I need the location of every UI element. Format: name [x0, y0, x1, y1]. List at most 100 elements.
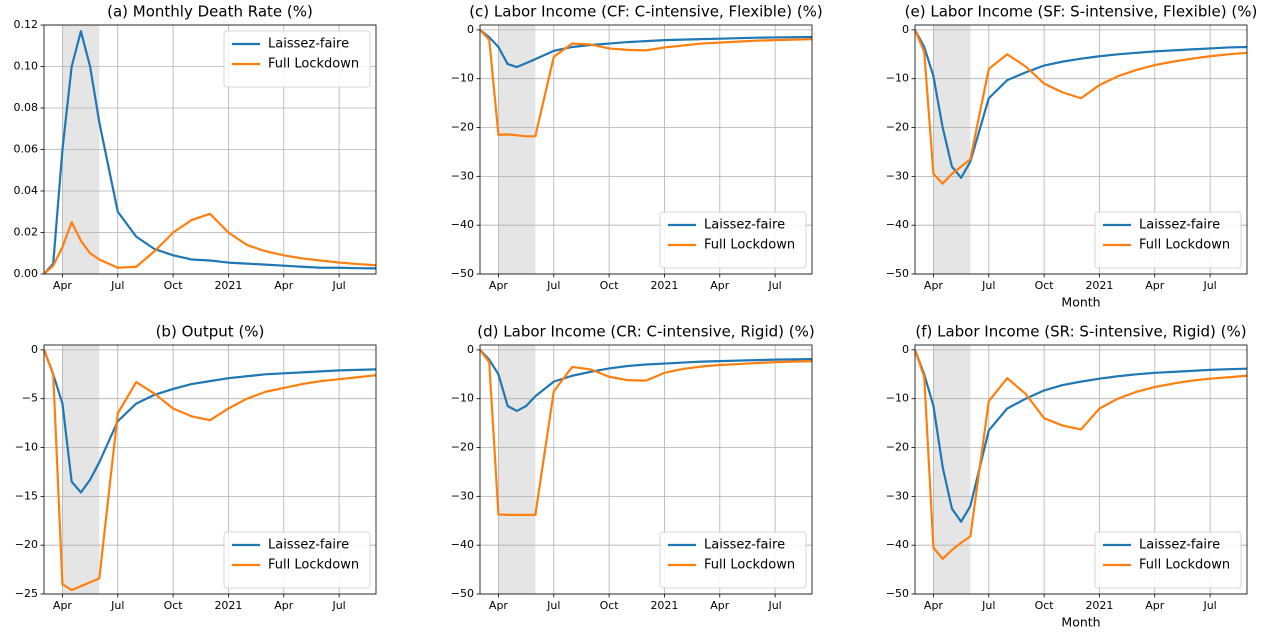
- shaded-period: [62, 345, 100, 594]
- legend-box: [659, 211, 807, 269]
- y-tick-label: −30: [451, 169, 474, 182]
- x-tick-label: Jul: [110, 599, 124, 612]
- legend-label: Full Lockdown: [704, 558, 795, 573]
- x-tick-label: 2021: [214, 279, 242, 292]
- axes-frame: [43, 24, 377, 275]
- y-tick-label: −40: [886, 538, 909, 551]
- legend-box: [659, 531, 807, 589]
- subplot: Apr Jul Oct 2021 Apr Jul −50 −40 −30 −20 −10 0(d) L…: [451, 323, 815, 613]
- x-tick-label: Apr: [1145, 279, 1165, 292]
- y-tick-label: −50: [886, 267, 909, 280]
- x-tick-label: Apr: [274, 599, 294, 612]
- x-axis-label: Month: [1061, 295, 1100, 310]
- series-line: [44, 349, 376, 592]
- x-tick-label: Oct: [164, 279, 184, 292]
- axes-frame: [914, 344, 1248, 595]
- x-tick-label: Apr: [1145, 599, 1165, 612]
- y-tick-label: −50: [451, 267, 474, 280]
- x-tick-label: Apr: [924, 279, 944, 292]
- shaded-period: [498, 345, 536, 594]
- subplot: Apr Jul Oct 2021 Apr Jul −25 −20 −15 −10 −5 0 (b) Ou…: [15, 323, 377, 612]
- legend-label: Laissez-faire: [704, 218, 785, 233]
- y-tick-label: −10: [886, 72, 909, 85]
- y-tick-label: −20: [886, 121, 909, 134]
- y-tick-label: −20: [15, 538, 38, 551]
- y-tick-label: 0: [467, 343, 474, 356]
- legend-label: Laissez-faire: [268, 37, 349, 52]
- y-tick-label: 0.12: [14, 18, 39, 31]
- y-tick-label: 0.04: [14, 184, 39, 197]
- x-tick-label: Apr: [924, 599, 944, 612]
- x-tick-label: Jul: [546, 599, 560, 612]
- series-line: [480, 29, 812, 69]
- y-tick-label: −5: [22, 392, 38, 405]
- x-tick-label: Oct: [1035, 599, 1055, 612]
- x-tick-label: Apr: [489, 279, 509, 292]
- x-tick-label: 2021: [1085, 599, 1113, 612]
- axes-frame: [479, 24, 813, 275]
- x-tick-label: Jul: [331, 599, 345, 612]
- x-tick-label: 2021: [650, 599, 678, 612]
- y-tick-label: 0.08: [14, 101, 39, 114]
- x-tick-label: Oct: [600, 599, 620, 612]
- x-tick-label: 2021: [1085, 279, 1113, 292]
- x-axis-label: Month: [1061, 615, 1100, 630]
- y-tick-label: 0.00: [14, 267, 39, 280]
- legend-label: Laissez-faire: [1139, 218, 1220, 233]
- y-tick-label: 0: [902, 343, 909, 356]
- y-tick-label: −10: [451, 72, 474, 85]
- chart-title: (e) Labor Income (SF: S-intensive, Flexi…: [905, 3, 1258, 21]
- y-tick-label: −40: [451, 218, 474, 231]
- shaded-period: [933, 345, 971, 594]
- series-line: [480, 349, 812, 517]
- subplot: Apr Jul Oct 2021 Apr Jul −50 −40 −30 −20 −10 0 (e) L…: [886, 3, 1258, 310]
- x-tick-label: Jul: [981, 599, 995, 612]
- subplot: Apr Jul Oct 2021 Apr Jul −50 −40 −30 −20 −10 0 (c) L…: [451, 3, 823, 293]
- x-tick-label: Jul: [767, 279, 781, 292]
- x-tick-label: Apr: [489, 599, 509, 612]
- series-line: [480, 349, 812, 413]
- x-tick-label: Jul: [981, 279, 995, 292]
- y-tick-label: −10: [451, 392, 474, 405]
- x-tick-label: Oct: [1035, 279, 1055, 292]
- y-tick-label: 0.02: [14, 226, 39, 239]
- legend-label: Full Lockdown: [268, 57, 359, 72]
- axes-frame: [914, 24, 1248, 275]
- y-tick-label: 0: [902, 23, 909, 36]
- subplot: Apr Jul Oct 2021 Apr Jul 0.00 0.02 0.04 0.06 0.08 0…: [14, 3, 377, 292]
- series-line: [915, 29, 1247, 185]
- y-tick-label: −50: [451, 587, 474, 600]
- y-tick-label: −20: [886, 441, 909, 454]
- x-tick-label: Jul: [331, 279, 345, 292]
- series-line: [44, 30, 376, 274]
- legend-label: Laissez-faire: [704, 538, 785, 553]
- legend-label: Laissez-faire: [268, 538, 349, 553]
- series-line: [915, 349, 1247, 560]
- legend-box: [1094, 531, 1242, 589]
- x-tick-label: Apr: [710, 599, 730, 612]
- chart-title: (f) Labor Income (SR: S-intensive, Rigid…: [915, 323, 1246, 341]
- x-tick-label: 2021: [650, 279, 678, 292]
- series-line: [480, 29, 812, 138]
- y-tick-label: −40: [451, 538, 474, 551]
- x-tick-label: Jul: [110, 279, 124, 292]
- legend-label: Full Lockdown: [1139, 238, 1230, 253]
- x-tick-label: Jul: [1202, 599, 1216, 612]
- x-tick-label: Apr: [53, 279, 73, 292]
- x-tick-label: Apr: [53, 599, 73, 612]
- y-tick-label: −20: [451, 121, 474, 134]
- x-tick-label: Apr: [710, 279, 730, 292]
- chart-title: (c) Labor Income (CF: C-intensive, Flexi…: [469, 3, 823, 21]
- y-tick-label: −50: [886, 587, 909, 600]
- series-line: [44, 212, 376, 274]
- legend-label: Full Lockdown: [268, 558, 359, 573]
- x-tick-label: 2021: [214, 599, 242, 612]
- legend-label: Full Lockdown: [1139, 558, 1230, 573]
- legend-label: Laissez-faire: [1139, 538, 1220, 553]
- series-line: [915, 29, 1247, 179]
- axes-frame: [43, 344, 377, 595]
- x-tick-label: Jul: [767, 599, 781, 612]
- series-line: [915, 349, 1247, 523]
- chart-title: (d) Labor Income (CR: C-intensive, Rigid…: [477, 323, 814, 341]
